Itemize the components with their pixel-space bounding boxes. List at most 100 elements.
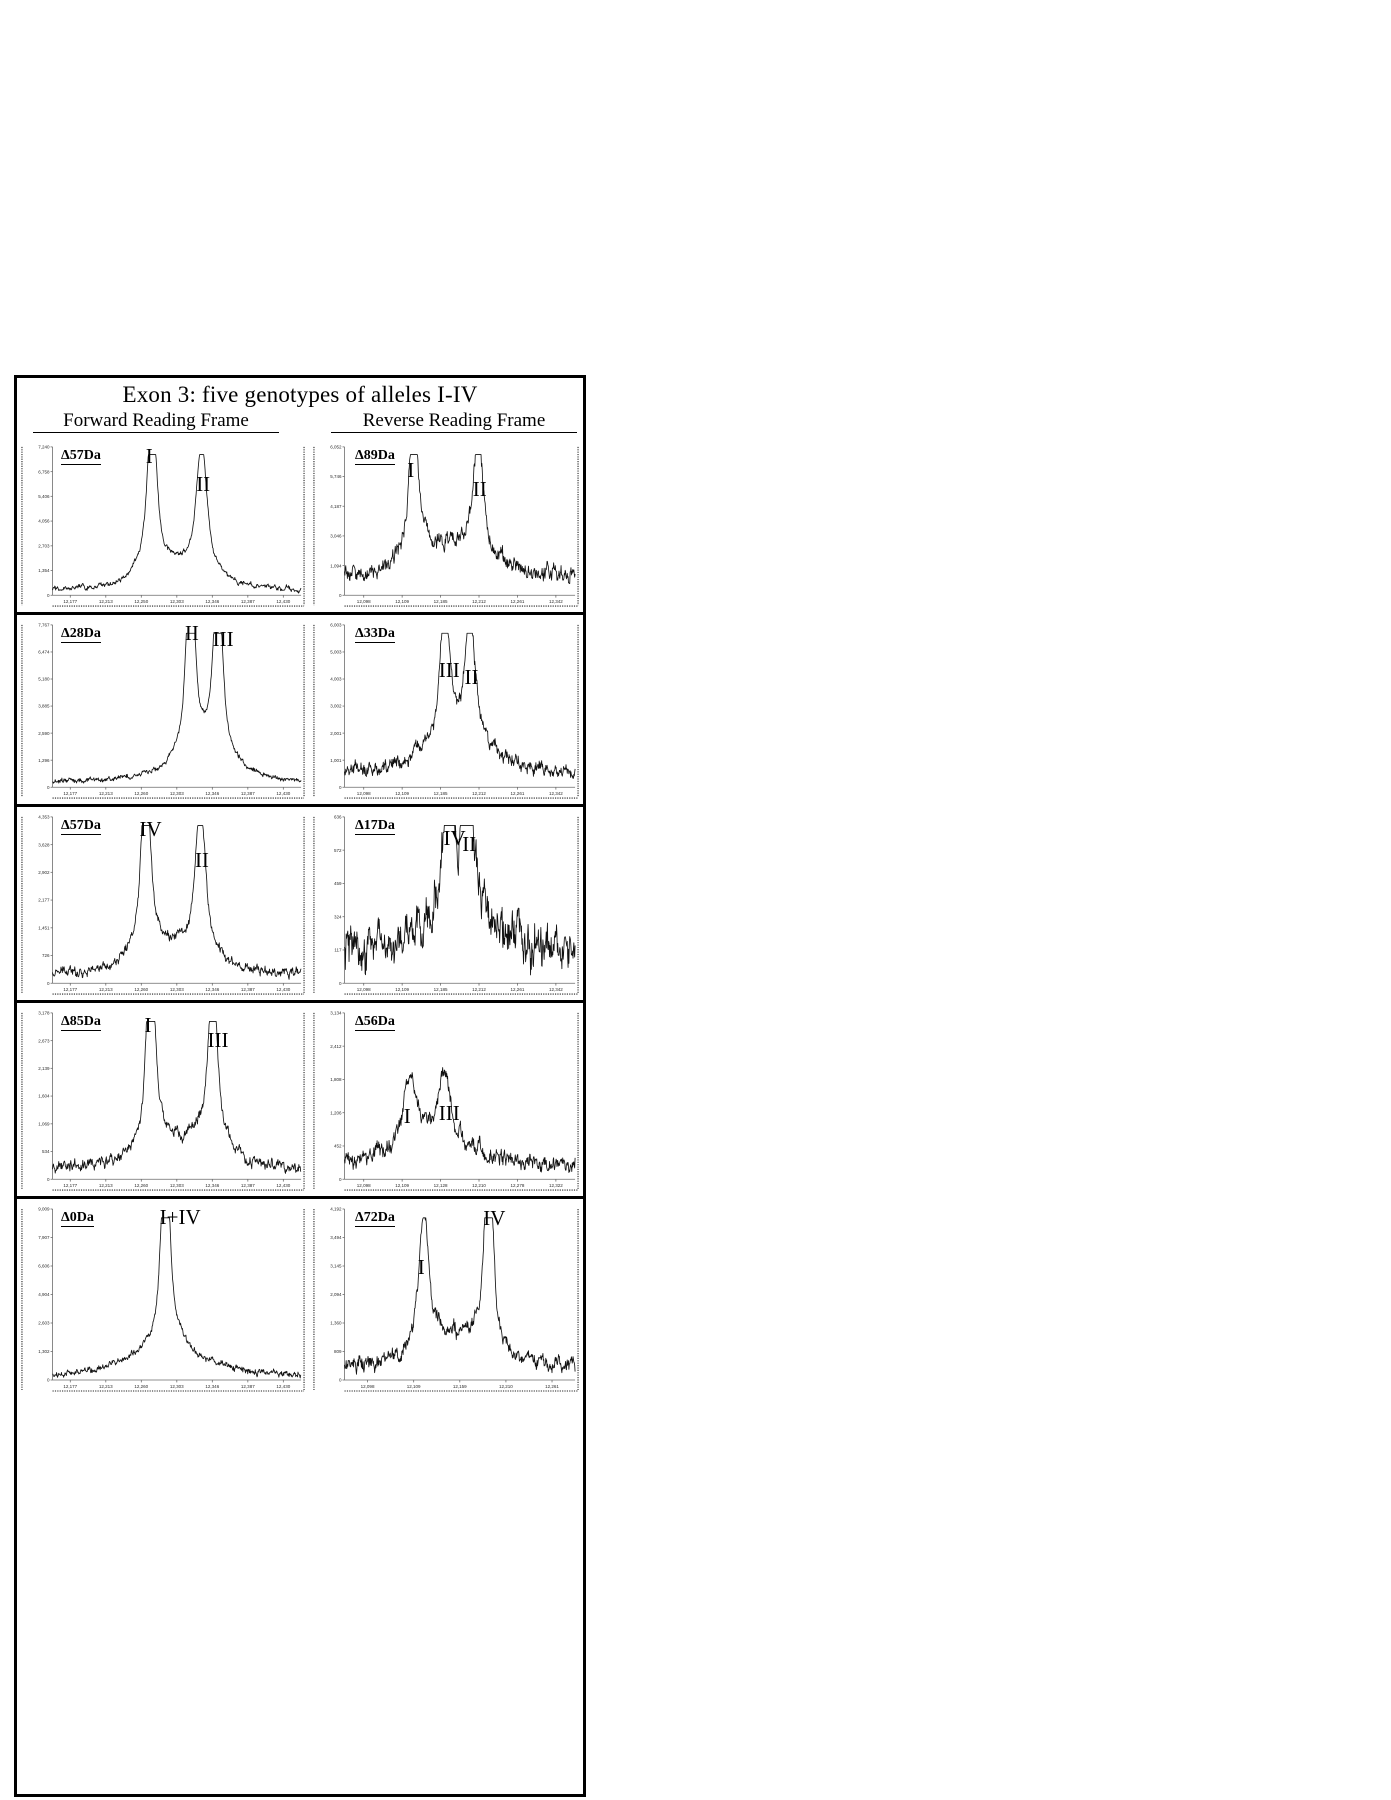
svg-text:5,180: 5,180 — [38, 677, 50, 682]
svg-text:12,430: 12,430 — [276, 791, 290, 796]
panel-delta-label: Δ85Da — [61, 1014, 101, 1031]
svg-text:12,342: 12,342 — [549, 987, 563, 992]
svg-text:12,213: 12,213 — [99, 1384, 113, 1389]
spectrum-plot: 0 452 1,206 1,808 2,412 3,134 12,098 12,109 12,1… — [311, 1007, 581, 1194]
spectra-row-4: 0 534 1,069 1,604 2,139 2,673 3,178 12,177 12,21… — [17, 1003, 583, 1199]
svg-text:3,178: 3,178 — [38, 1011, 50, 1016]
svg-text:4,003: 4,003 — [330, 677, 342, 682]
peak-label-I: I — [417, 1254, 425, 1279]
svg-text:12,342: 12,342 — [549, 791, 563, 796]
svg-text:12,109: 12,109 — [407, 1384, 421, 1389]
svg-text:4,353: 4,353 — [38, 815, 50, 820]
svg-text:3,145: 3,145 — [330, 1264, 342, 1269]
svg-text:12,346: 12,346 — [205, 599, 219, 604]
svg-text:12,098: 12,098 — [357, 791, 371, 796]
figure-frame: Exon 3: five genotypes of alleles I-IV F… — [14, 375, 586, 1797]
spectrum-plot: 0 1,094 3,046 4,187 5,746 6,052 12,098 12,109 12… — [311, 441, 581, 610]
svg-text:5,003: 5,003 — [330, 650, 342, 655]
peak-label-IV: IV — [443, 825, 466, 850]
svg-text:12,346: 12,346 — [205, 1183, 219, 1188]
spectrum-panel-delta57Da-r1-fwd[interactable]: 0 1,354 2,703 4,056 5,406 6,758 7,240 12,177 12,… — [17, 437, 309, 612]
svg-text:0: 0 — [339, 1177, 342, 1182]
svg-text:1,206: 1,206 — [330, 1110, 342, 1115]
svg-text:0: 0 — [47, 1177, 50, 1182]
svg-text:12,346: 12,346 — [205, 987, 219, 992]
spectrum-plot: 0 534 1,069 1,604 2,139 2,673 3,178 12,177 12,21… — [19, 1007, 307, 1194]
svg-text:12,098: 12,098 — [357, 987, 371, 992]
svg-text:1,302: 1,302 — [38, 1349, 50, 1354]
svg-text:1,360: 1,360 — [330, 1321, 342, 1326]
svg-text:636: 636 — [334, 815, 342, 820]
spectrum-plot: 0 1,354 2,703 4,056 5,406 6,758 7,240 12,177 12,… — [19, 441, 307, 610]
svg-text:12,387: 12,387 — [241, 791, 255, 796]
spectrum-panel-delta72Da-r5-rev[interactable]: 0 809 1,360 2,094 3,145 3,494 4,192 12,098 12,10… — [309, 1199, 583, 1397]
column-headers: Forward Reading Frame Reverse Reading Fr… — [17, 410, 583, 433]
spectrum-panel-delta89Da-r1-rev[interactable]: 0 1,094 3,046 4,187 5,746 6,052 12,098 12,109 12… — [309, 437, 583, 612]
spectrum-plot: 0 1,001 2,001 3,002 4,003 5,003 6,003 12,098 12,… — [311, 619, 581, 802]
spectrum-panel-delta57Da-r3-fwd[interactable]: 0 726 1,451 2,177 2,902 3,628 4,353 12,177 12,21… — [17, 807, 309, 1000]
svg-text:12,261: 12,261 — [511, 599, 525, 604]
spectra-row-2: 0 1,296 2,590 3,885 5,180 6,474 7,767 12,177 12,… — [17, 615, 583, 807]
spectra-row-1: 0 1,354 2,703 4,056 5,406 6,758 7,240 12,177 12,… — [17, 437, 583, 615]
svg-text:6,606: 6,606 — [38, 1264, 50, 1269]
peak-label-I-plus-IV: I+IV — [159, 1205, 201, 1229]
panel-delta-label: Δ0Da — [61, 1210, 94, 1227]
svg-text:12,387: 12,387 — [241, 1183, 255, 1188]
svg-text:1,001: 1,001 — [330, 758, 342, 763]
svg-text:3,885: 3,885 — [38, 704, 50, 709]
svg-text:12,212: 12,212 — [472, 599, 486, 604]
svg-text:9,009: 9,009 — [38, 1207, 50, 1212]
svg-text:4,192: 4,192 — [330, 1207, 342, 1212]
svg-text:12,303: 12,303 — [170, 987, 184, 992]
svg-text:12,185: 12,185 — [434, 791, 448, 796]
svg-text:12,177: 12,177 — [63, 987, 77, 992]
peak-label-II: II — [464, 665, 479, 690]
svg-text:12,303: 12,303 — [170, 599, 184, 604]
svg-text:12,430: 12,430 — [276, 599, 290, 604]
spectrum-panel-delta17Da-r3-rev[interactable]: 0 117 324 459 572 636 12,098 12,109 12,185 12,212… — [309, 807, 583, 1000]
svg-text:12,210: 12,210 — [472, 1183, 486, 1188]
spectrum-panel-delta56Da-r4-rev[interactable]: 0 452 1,206 1,808 2,412 3,134 12,098 12,109 12,1… — [309, 1003, 583, 1196]
spectra-rows: 0 1,354 2,703 4,056 5,406 6,758 7,240 12,177 12,… — [17, 437, 583, 1397]
spectrum-plot: 0 726 1,451 2,177 2,902 3,628 4,353 12,177 12,21… — [19, 811, 307, 998]
svg-text:12,098: 12,098 — [361, 1384, 375, 1389]
svg-text:4,056: 4,056 — [38, 519, 50, 524]
svg-text:0: 0 — [339, 981, 342, 986]
spectrum-panel-delta85Da-r4-fwd[interactable]: 0 534 1,069 1,604 2,139 2,673 3,178 12,177 12,21… — [17, 1003, 309, 1196]
svg-text:117: 117 — [334, 948, 342, 953]
peak-label-III: III — [207, 1028, 229, 1053]
svg-text:12,212: 12,212 — [472, 791, 486, 796]
spectrum-panel-delta28Da-r2-fwd[interactable]: 0 1,296 2,590 3,885 5,180 6,474 7,767 12,177 12,… — [17, 615, 309, 804]
svg-text:12,261: 12,261 — [511, 791, 525, 796]
svg-text:12,185: 12,185 — [434, 987, 448, 992]
spectra-row-5: 0 1,302 2,603 4,904 6,606 7,907 9,009 12,177 12,… — [17, 1199, 583, 1397]
svg-text:1,296: 1,296 — [38, 758, 50, 763]
svg-text:572: 572 — [334, 848, 342, 853]
svg-text:12,430: 12,430 — [276, 987, 290, 992]
svg-text:6,758: 6,758 — [38, 469, 50, 474]
svg-text:324: 324 — [334, 914, 342, 919]
svg-text:0: 0 — [339, 785, 342, 790]
peak-label-II: II — [462, 832, 477, 857]
svg-text:12,109: 12,109 — [395, 987, 409, 992]
svg-text:534: 534 — [42, 1149, 50, 1154]
svg-text:12,177: 12,177 — [63, 1384, 77, 1389]
spectrum-plot: 0 117 324 459 572 636 12,098 12,109 12,185 12,212… — [311, 811, 581, 998]
svg-text:4,187: 4,187 — [330, 504, 342, 509]
svg-text:2,590: 2,590 — [38, 731, 50, 736]
svg-text:5,746: 5,746 — [330, 474, 342, 479]
svg-text:726: 726 — [42, 953, 50, 958]
svg-text:7,240: 7,240 — [38, 445, 50, 450]
spectrum-plot: 0 809 1,360 2,094 3,145 3,494 4,192 12,098 12,10… — [311, 1203, 581, 1395]
svg-text:2,001: 2,001 — [330, 731, 342, 736]
panel-delta-label: Δ72Da — [355, 1210, 395, 1227]
svg-text:0: 0 — [339, 1378, 342, 1383]
spectrum-panel-delta0Da-r5-fwd[interactable]: 0 1,302 2,603 4,904 6,606 7,907 9,009 12,177 12,… — [17, 1199, 309, 1397]
svg-text:12,098: 12,098 — [357, 1183, 371, 1188]
svg-text:3,494: 3,494 — [330, 1235, 342, 1240]
svg-text:0: 0 — [339, 593, 342, 598]
peak-label-II: II — [194, 847, 209, 872]
svg-text:12,109: 12,109 — [395, 1183, 409, 1188]
svg-text:12,260: 12,260 — [134, 1384, 148, 1389]
spectrum-panel-delta33Da-r2-rev[interactable]: 0 1,001 2,001 3,002 4,003 5,003 6,003 12,098 12,… — [309, 615, 583, 804]
